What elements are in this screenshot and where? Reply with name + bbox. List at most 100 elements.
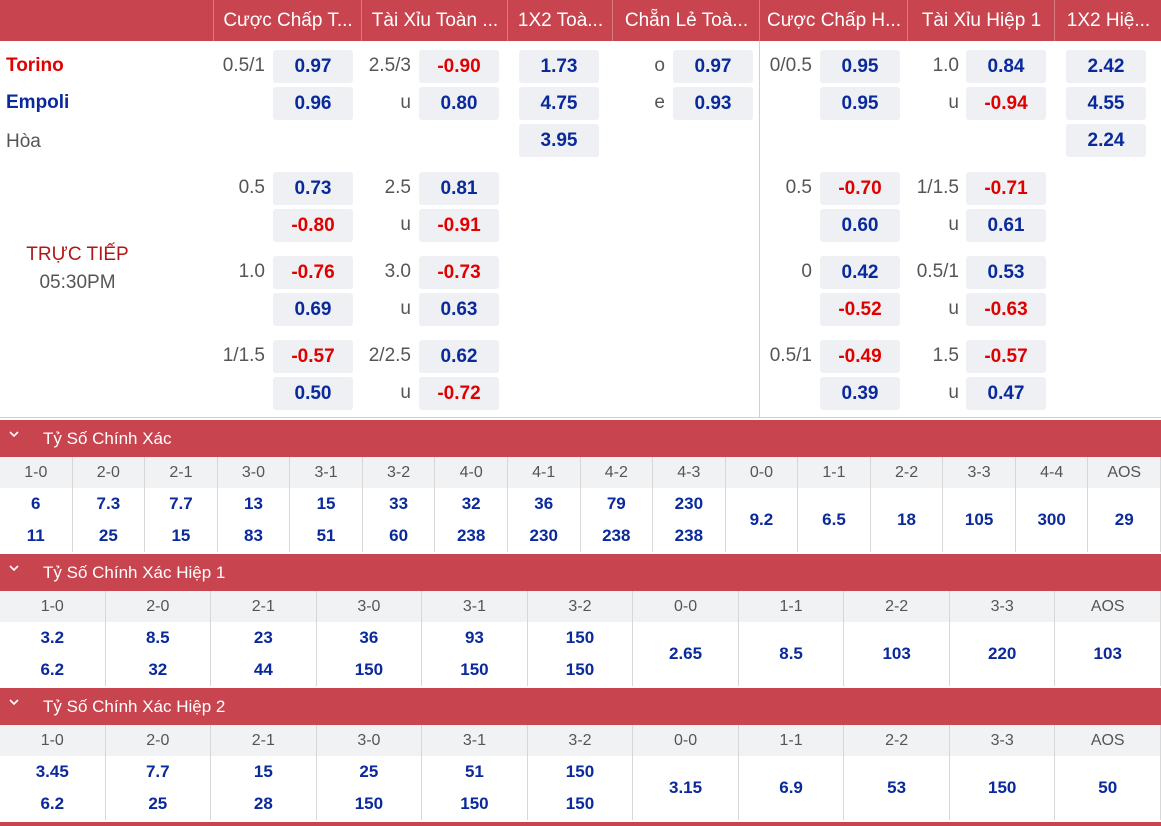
ou-ft-under-odds[interactable]: -0.91 (419, 209, 499, 242)
score-odds-cell[interactable]: 13 83 (218, 488, 291, 552)
score-odds-cell[interactable]: 32 238 (435, 488, 508, 552)
score-odds-cell[interactable]: 8.5 32 (106, 622, 212, 686)
ou-ft-under-odds[interactable]: -0.72 (419, 377, 499, 410)
header-ou-ft[interactable]: Tài Xỉu Toàn ... (361, 0, 508, 41)
ah-ft-home-odds[interactable]: 0.73 (273, 172, 353, 205)
score-odds-cell[interactable]: 103 (1055, 622, 1161, 686)
section-header[interactable]: Tỷ Số Chính Xác Hiệp 2 (0, 688, 1161, 725)
ah-ft-away-odds[interactable]: 0.96 (273, 87, 353, 120)
score-odds-cell[interactable]: 7.7 15 (145, 488, 218, 552)
ah-h1-home-odds[interactable]: -0.70 (820, 172, 900, 205)
score-odds-cell[interactable]: 150 (950, 756, 1056, 820)
chevron-down-icon[interactable] (8, 695, 22, 709)
score-odds-cell[interactable]: 53 (844, 756, 950, 820)
ah-ft-home-odds[interactable]: -0.76 (273, 256, 353, 289)
ou-h1-under-odds[interactable]: 0.47 (966, 377, 1046, 410)
header-ah-h1[interactable]: Cược Chấp H... (759, 0, 908, 41)
ah-h1-home-odds[interactable]: -0.49 (820, 340, 900, 373)
score-odds-cell[interactable]: 150 150 (528, 622, 634, 686)
ou-h1-under-odds[interactable]: -0.94 (966, 87, 1046, 120)
score-column-header: 4-1 (507, 457, 581, 488)
market-header: Cược Chấp T... Tài Xỉu Toàn ... 1X2 Toà.… (0, 0, 1161, 41)
ou-ft-over-odds[interactable]: -0.73 (419, 256, 499, 289)
score-odds-cell[interactable]: 103 (844, 622, 950, 686)
ou-ft-under-label: u (400, 382, 411, 403)
ah-h1-away-odds[interactable]: 0.39 (820, 377, 900, 410)
score-odds-cell[interactable]: 33 60 (363, 488, 436, 552)
score-odds-cell[interactable]: 300 (1016, 488, 1089, 552)
ah-h1-home-odds[interactable]: 0.42 (820, 256, 900, 289)
score-odds-cell[interactable]: 6.9 (739, 756, 845, 820)
ah-ft-home-odds[interactable]: 0.97 (273, 50, 353, 83)
score-column-header: 2-2 (844, 725, 950, 756)
x12-ft-odds[interactable]: 3.95 (519, 124, 599, 157)
score-odds-cell[interactable]: 7.7 25 (106, 756, 212, 820)
ou-h1-under-odds[interactable]: 0.61 (966, 209, 1046, 242)
score-odds-cell[interactable]: 6 11 (0, 488, 73, 552)
ou-ft-over-odds[interactable]: 0.62 (419, 340, 499, 373)
score-odds-cell[interactable]: 150 150 (528, 756, 634, 820)
score-odds-cell[interactable]: 29 (1088, 488, 1161, 552)
score-column-header: 2-0 (105, 591, 212, 622)
ou-h1-over-odds[interactable]: 0.53 (966, 256, 1046, 289)
score-odds-cell[interactable]: 15 51 (290, 488, 363, 552)
score-odds-cell[interactable]: 15 28 (211, 756, 317, 820)
score-odds-cell[interactable]: 51 150 (422, 756, 528, 820)
ah-ft-away-odds[interactable]: -0.80 (273, 209, 353, 242)
score-odds-cell[interactable]: 8.5 (739, 622, 845, 686)
section-header[interactable]: Tỷ Số Chính Xác Hiệp 1 (0, 554, 1161, 591)
score-odds-cell[interactable]: 220 (950, 622, 1056, 686)
score-odds-cell[interactable]: 18 (871, 488, 944, 552)
x12-h1-odds[interactable]: 2.42 (1066, 50, 1146, 83)
oe-ft-even-odds[interactable]: 0.93 (673, 87, 753, 120)
ou-h1-over-odds[interactable]: 0.84 (966, 50, 1046, 83)
score-odds-cell[interactable]: 2.65 (633, 622, 739, 686)
score-odds-cell[interactable]: 93 150 (422, 622, 528, 686)
x12-h1-odds[interactable]: 4.55 (1066, 87, 1146, 120)
ah-h1-away-odds[interactable]: 0.60 (820, 209, 900, 242)
header-1x2-h1[interactable]: 1X2 Hiệ... (1054, 0, 1161, 41)
oe-ft-odd-odds[interactable]: 0.97 (673, 50, 753, 83)
header-ah-ft[interactable]: Cược Chấp T... (213, 0, 362, 41)
ah-h1-home-odds[interactable]: 0.95 (820, 50, 900, 83)
score-odds-cell[interactable]: 6.5 (798, 488, 871, 552)
ou-ft-line: 2/2.5 (368, 345, 411, 366)
score-odds-cell[interactable]: 23 44 (211, 622, 317, 686)
chevron-down-icon[interactable] (8, 427, 22, 441)
header-ou-h1[interactable]: Tài Xỉu Hiệp 1 (907, 0, 1055, 41)
ou-ft-line: 2.5/3 (368, 55, 411, 76)
score-odds-cell[interactable]: 230 238 (653, 488, 726, 552)
ou-ft-under-odds[interactable]: 0.63 (419, 293, 499, 326)
ou-ft-over-odds[interactable]: 0.81 (419, 172, 499, 205)
score-odds-cell[interactable]: 3.2 6.2 (0, 622, 106, 686)
score-odds-cell[interactable]: 105 (943, 488, 1016, 552)
section-header[interactable]: Tỷ Số Chính Xác (0, 420, 1161, 457)
ou-h1-under-odds[interactable]: -0.63 (966, 293, 1046, 326)
x12-ft-odds[interactable]: 1.73 (519, 50, 599, 83)
score-odds-cell[interactable]: 50 (1055, 756, 1161, 820)
score-odds-cell[interactable]: 25 150 (317, 756, 423, 820)
x12-h1-odds[interactable]: 2.24 (1066, 124, 1146, 157)
score-odds-cell[interactable]: 3.45 6.2 (0, 756, 106, 820)
ou-h1-line: 1.0 (932, 55, 959, 76)
ah-h1-away-odds[interactable]: 0.95 (820, 87, 900, 120)
score-odds-cell[interactable]: 36 150 (317, 622, 423, 686)
score-odds-cell[interactable]: 79 238 (581, 488, 654, 552)
ou-h1-over-odds[interactable]: -0.57 (966, 340, 1046, 373)
ah-ft-away-odds[interactable]: 0.50 (273, 377, 353, 410)
x12-ft-odds[interactable]: 4.75 (519, 87, 599, 120)
chevron-down-icon[interactable] (8, 561, 22, 575)
header-oe-ft[interactable]: Chẵn Lẻ Toà... (612, 0, 760, 41)
header-1x2-ft[interactable]: 1X2 Toà... (507, 0, 613, 41)
live-status: TRỰC TIẾP (26, 244, 129, 265)
ah-ft-home-odds[interactable]: -0.57 (273, 340, 353, 373)
score-odds-cell[interactable]: 7.3 25 (73, 488, 146, 552)
ah-ft-away-odds[interactable]: 0.69 (273, 293, 353, 326)
score-odds-cell[interactable]: 3.15 (633, 756, 739, 820)
score-odds-cell[interactable]: 9.2 (726, 488, 799, 552)
ou-ft-under-odds[interactable]: 0.80 (419, 87, 499, 120)
score-odds-cell[interactable]: 36 230 (508, 488, 581, 552)
ou-ft-over-odds[interactable]: -0.90 (419, 50, 499, 83)
ah-h1-away-odds[interactable]: -0.52 (820, 293, 900, 326)
ou-h1-over-odds[interactable]: -0.71 (966, 172, 1046, 205)
